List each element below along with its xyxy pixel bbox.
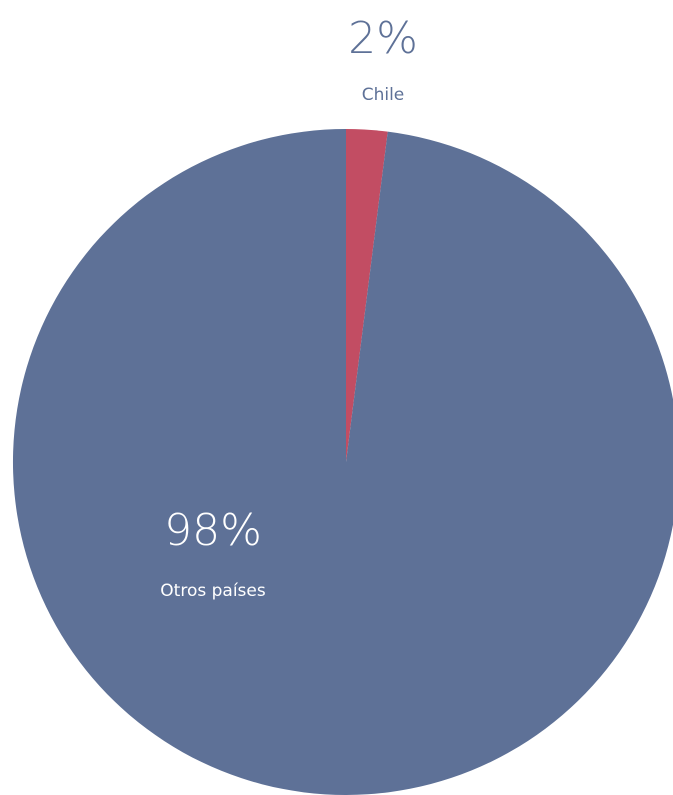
slice-category-label: Chile — [362, 85, 405, 105]
slice-category-label: Otros países — [160, 581, 266, 601]
pie-slice-chile — [346, 129, 388, 462]
pie-labels: 2% Chile 98% Otros países — [160, 13, 418, 601]
slice-value-label: 98% — [164, 505, 262, 556]
pie-slices — [13, 129, 673, 795]
pie-slice-otros-pa-ses — [13, 129, 673, 795]
slice-value-label: 2% — [348, 13, 418, 64]
